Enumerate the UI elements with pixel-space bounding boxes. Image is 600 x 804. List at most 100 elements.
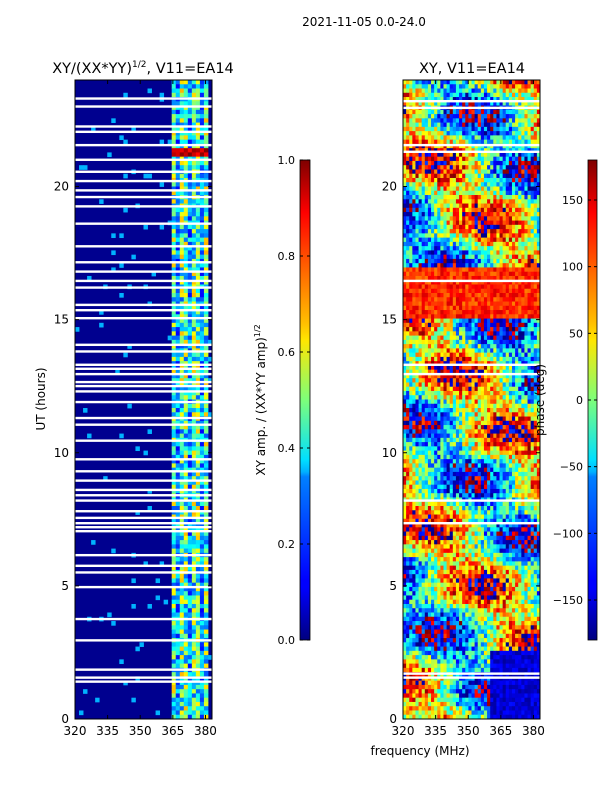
heatmap-cell — [456, 204, 460, 209]
heatmap-cell — [468, 340, 472, 345]
heatmap-cell — [184, 698, 188, 703]
heatmap-cell — [176, 659, 180, 664]
heatmap-cell — [422, 412, 426, 417]
heatmap-cell — [431, 182, 435, 187]
heatmap-cell — [531, 135, 535, 140]
heatmap-cell — [415, 255, 419, 260]
heatmap-cell — [184, 327, 188, 332]
heatmap-cell — [440, 255, 444, 260]
heatmap-cell — [204, 672, 208, 677]
heatmap-cell — [107, 152, 111, 157]
heatmap-cell — [490, 314, 494, 319]
heatmap-cell — [478, 408, 482, 413]
heatmap-cell — [415, 336, 419, 341]
heatmap-cell — [506, 229, 510, 234]
heatmap-cell — [440, 110, 444, 115]
heatmap-cell — [487, 267, 491, 272]
heatmap-cell — [459, 229, 463, 234]
heatmap-cell — [403, 123, 407, 128]
heatmap-cell — [200, 630, 204, 635]
heatmap-cell — [425, 353, 429, 358]
heatmap-cell — [403, 84, 407, 89]
heatmap-cell — [419, 238, 423, 243]
heatmap-cell — [192, 702, 196, 707]
heatmap-cell — [415, 195, 419, 200]
heatmap-cell — [487, 319, 491, 324]
heatmap-cell — [472, 169, 476, 174]
heatmap-cell — [172, 225, 176, 230]
heatmap-cell — [428, 395, 432, 400]
heatmap-cell — [472, 199, 476, 204]
heatmap-cell — [472, 221, 476, 226]
heatmap-cell — [431, 408, 435, 413]
heatmap-cell — [447, 289, 451, 294]
heatmap-cell — [409, 110, 413, 115]
heatmap-cell — [496, 216, 500, 221]
heatmap-cell — [434, 340, 438, 345]
heatmap-cell — [200, 114, 204, 119]
heatmap-cell — [204, 174, 208, 179]
heatmap-cell — [515, 382, 519, 387]
heatmap-cell — [409, 199, 413, 204]
heatmap-cell — [447, 314, 451, 319]
heatmap-cell — [434, 336, 438, 341]
heatmap-cell — [196, 540, 200, 545]
heatmap-cell — [453, 182, 457, 187]
heatmap-cell — [531, 259, 535, 264]
heatmap-cell — [500, 178, 504, 183]
heatmap-cell — [521, 221, 525, 226]
heatmap-cell — [524, 131, 528, 136]
heatmap-cell — [450, 216, 454, 221]
heatmap-cell — [456, 140, 460, 145]
heatmap-cell — [443, 127, 447, 132]
heatmap-cell — [500, 344, 504, 349]
heatmap-cell — [428, 140, 432, 145]
heatmap-cell — [481, 293, 485, 298]
heatmap-cell — [204, 327, 208, 332]
heatmap-cell — [503, 336, 507, 341]
heatmap-cell — [204, 336, 208, 341]
heatmap-cell — [472, 195, 476, 200]
heatmap-cell — [188, 93, 192, 98]
heatmap-cell — [496, 408, 500, 413]
heatmap-cell — [450, 353, 454, 358]
heatmap-cell — [515, 169, 519, 174]
heatmap-cell — [412, 395, 416, 400]
heatmap-cell — [447, 169, 451, 174]
heatmap-cell — [204, 135, 208, 140]
heatmap-cell — [443, 255, 447, 260]
heatmap-cell — [425, 178, 429, 183]
heatmap-cell — [487, 216, 491, 221]
heatmap-cell — [493, 327, 497, 332]
heatmap-cell — [431, 323, 435, 328]
heatmap-cell — [196, 89, 200, 94]
heatmap-cell — [478, 93, 482, 98]
heatmap-cell — [509, 161, 513, 166]
heatmap-cell — [443, 395, 447, 400]
heatmap-cell — [468, 391, 472, 396]
heatmap-cell — [188, 442, 192, 447]
heatmap-cell — [496, 246, 500, 251]
heatmap-cell — [493, 353, 497, 358]
heatmap-cell — [443, 267, 447, 272]
heatmap-cell — [500, 174, 504, 179]
heatmap-cell — [465, 314, 469, 319]
heatmap-cell — [481, 336, 485, 341]
heatmap-cell — [478, 306, 482, 311]
data-gap-row — [75, 676, 212, 678]
heatmap-cell — [528, 263, 532, 268]
heatmap-cell — [472, 229, 476, 234]
heatmap-cell — [472, 178, 476, 183]
heatmap-cell — [465, 242, 469, 247]
heatmap-cell — [456, 199, 460, 204]
heatmap-cell — [521, 80, 525, 85]
heatmap-cell — [515, 365, 519, 370]
heatmap-cell — [515, 302, 519, 307]
heatmap-cell — [487, 242, 491, 247]
heatmap-cell — [512, 353, 516, 358]
heatmap-cell — [503, 408, 507, 413]
heatmap-cell — [528, 259, 532, 264]
heatmap-cell — [453, 259, 457, 264]
heatmap-cell — [172, 600, 176, 605]
heatmap-cell — [496, 204, 500, 209]
